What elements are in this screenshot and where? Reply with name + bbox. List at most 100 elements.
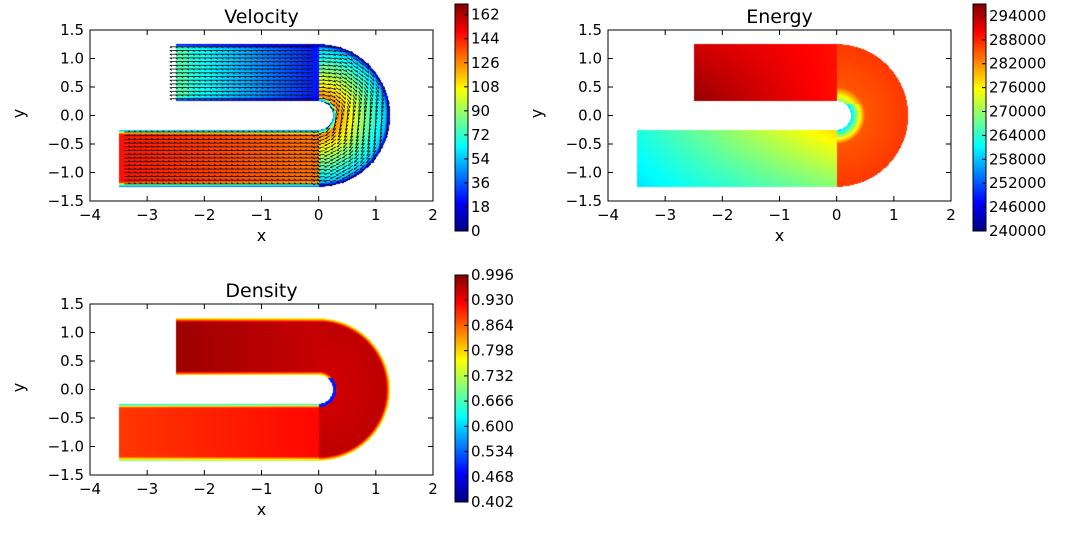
quiver-arrowhead	[306, 76, 310, 79]
y-tick-label: 1.5	[60, 21, 84, 39]
quiver-arrowhead	[354, 161, 357, 163]
quiver-arrowhead	[215, 87, 218, 90]
y-tick-label: 0.0	[60, 107, 84, 125]
quiver-arrowhead	[334, 72, 337, 75]
quiver-arrowhead	[219, 156, 223, 159]
quiver-arrowhead	[333, 99, 336, 103]
quiver-arrowhead	[282, 160, 285, 163]
quiver-arrow	[366, 154, 371, 160]
quiver-arrowhead	[306, 94, 310, 97]
quiver-arrowhead	[133, 137, 137, 140]
quiver-arrowhead	[238, 68, 241, 71]
x-tick-label: 0	[832, 206, 842, 224]
quiver-arrowhead	[255, 61, 258, 64]
quiver-arrowhead	[203, 50, 207, 53]
quiver-arrow	[324, 90, 331, 93]
quiver-arrow	[324, 172, 331, 175]
quiver-arrowhead	[198, 61, 201, 64]
quiver-arrow	[335, 53, 342, 57]
colorbar-tick-label: 0.666	[471, 392, 514, 410]
quiver-arrowhead	[276, 145, 280, 148]
quiver-arrowhead	[192, 94, 195, 97]
quiver-arrowhead	[179, 145, 183, 148]
quiver-arrowhead	[185, 182, 188, 185]
quiver-arrowhead	[209, 90, 213, 93]
quiver-arrowhead	[295, 94, 298, 97]
quiver-arrowhead	[295, 64, 298, 67]
quiver-arrow	[359, 168, 365, 174]
quiver-arrowhead	[198, 87, 201, 90]
quiver-arrowhead	[368, 135, 371, 138]
quiver-arrow	[341, 53, 348, 57]
quiver-arrowhead	[162, 178, 165, 181]
quiver-arrow	[365, 161, 371, 167]
quiver-arrowhead	[186, 68, 190, 71]
quiver-arrowhead	[358, 117, 361, 120]
quiver-arrowhead	[162, 171, 165, 174]
quiver-arrowhead	[328, 60, 331, 63]
quiver-arrowhead	[243, 87, 247, 90]
quiver-arrowhead	[260, 68, 264, 71]
quiver-arrowhead	[333, 87, 337, 91]
quiver-arrowhead	[198, 94, 201, 97]
quiver-arrowhead	[230, 160, 234, 163]
quiver-arrowhead	[278, 90, 281, 93]
quiver-arrow	[347, 68, 353, 73]
quiver-arrow	[318, 131, 325, 135]
quiver-arrowhead	[133, 152, 137, 155]
quiver-arrowhead	[365, 105, 368, 109]
quiver-arrowhead	[380, 132, 383, 135]
quiver-arrowhead	[362, 135, 365, 139]
quiver-arrowhead	[318, 162, 321, 164]
quiver-arrowhead	[249, 64, 253, 67]
quiver-arrowhead	[139, 134, 142, 137]
quiver-arrow	[364, 76, 369, 82]
quiver-arrowhead	[345, 50, 348, 53]
colorbar-tick-label: 0.864	[471, 316, 514, 334]
quiver-arrowhead	[190, 167, 194, 170]
quiver-arrowhead	[232, 76, 235, 79]
quiver-arrowhead	[318, 180, 321, 183]
quiver-arrowhead	[370, 109, 373, 113]
quiver-arrow	[347, 57, 353, 61]
quiver-arrowhead	[179, 149, 183, 151]
quiver-arrowhead	[305, 171, 308, 174]
quiver-arrow	[330, 150, 336, 154]
quiver-arrow	[358, 98, 362, 105]
quiver-arrowhead	[150, 178, 154, 181]
quiver-arrowhead	[196, 156, 200, 159]
quiver-arrowhead	[270, 182, 274, 185]
quiver-arrowhead	[352, 121, 355, 124]
quiver-arrowhead	[226, 94, 230, 97]
quiver-arrowhead	[208, 178, 211, 181]
quiver-arrowhead	[238, 83, 241, 86]
quiver-arrowhead	[255, 98, 258, 101]
quiver-arrow	[369, 68, 375, 74]
quiver-arrowhead	[185, 160, 188, 163]
quiver-arrowhead	[345, 73, 348, 76]
quiver-arrowhead	[372, 146, 376, 149]
quiver-arrowhead	[190, 163, 194, 166]
quiver-arrowhead	[213, 137, 217, 140]
quiver-arrow	[324, 146, 331, 150]
quiver-arrowhead	[282, 141, 285, 144]
quiver-arrowhead	[238, 64, 241, 67]
quiver-arrowhead	[203, 94, 207, 97]
quiver-arrow	[335, 46, 342, 49]
quiver-arrowhead	[215, 57, 218, 60]
quiver-arrowhead	[128, 171, 131, 174]
quiver-arrow	[378, 146, 382, 153]
quiver-arrow	[358, 94, 362, 101]
quiver-arrowhead	[306, 64, 310, 67]
quiver-arrow	[372, 150, 377, 156]
x-tick-label: −1	[768, 206, 790, 224]
quiver-arrowhead	[324, 173, 327, 176]
quiver-arrow	[341, 83, 347, 88]
quiver-arrowhead	[236, 160, 240, 163]
quiver-arrowhead	[243, 57, 247, 60]
quiver-arrowhead	[299, 141, 303, 144]
quiver-arrowhead	[299, 134, 303, 137]
quiver-arrowhead	[289, 46, 293, 49]
quiver-arrowhead	[270, 141, 274, 144]
quiver-arrowhead	[349, 139, 353, 142]
